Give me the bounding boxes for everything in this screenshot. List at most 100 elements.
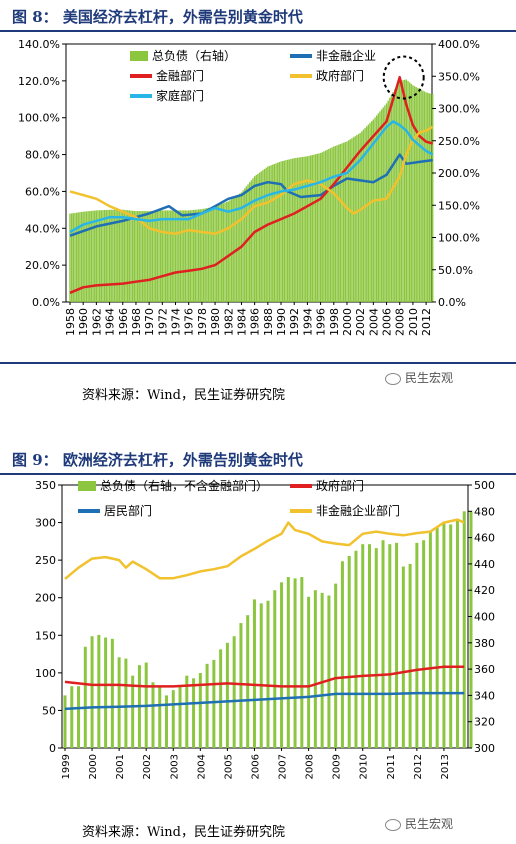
bar [70, 686, 74, 748]
bar [311, 155, 314, 302]
bar [306, 156, 309, 302]
bar [435, 527, 439, 748]
bar [250, 180, 253, 302]
bar [92, 210, 94, 302]
bar [359, 133, 361, 302]
bar [246, 615, 250, 748]
bar [270, 165, 272, 302]
bar [326, 149, 328, 302]
bar [232, 197, 234, 302]
bar [298, 157, 300, 302]
bar [375, 115, 378, 302]
x-tick-label: 1964 [104, 308, 117, 336]
x-tick-label: 1976 [183, 308, 196, 336]
bar [168, 210, 170, 302]
bar [257, 173, 259, 302]
bar [422, 90, 424, 302]
x-tick-label: 1972 [156, 308, 169, 336]
x-tick-label: 2009 [332, 754, 343, 779]
bar [392, 92, 394, 302]
bar [95, 210, 98, 302]
bar [285, 160, 287, 302]
bar [197, 209, 200, 302]
bar [385, 103, 388, 302]
bar [293, 158, 295, 302]
bar [143, 211, 145, 302]
bar [85, 211, 88, 302]
bar [371, 121, 373, 302]
bar [346, 141, 348, 302]
bar [349, 139, 351, 302]
bar [247, 184, 249, 302]
bar [307, 596, 311, 748]
right-tick-label: 50.0% [438, 264, 473, 277]
bar [455, 519, 459, 748]
bar [173, 210, 175, 302]
bar [212, 206, 215, 302]
bar [273, 590, 277, 748]
bar [94, 210, 96, 302]
bar [252, 599, 256, 748]
bar [217, 205, 220, 302]
bar [428, 93, 431, 302]
left-tick-label: 350 [35, 479, 56, 492]
x-tick-label: 1986 [249, 308, 262, 336]
bar [394, 89, 396, 302]
bar [186, 210, 188, 302]
bar [253, 176, 256, 302]
bar [166, 210, 168, 302]
bar [72, 213, 74, 302]
bar [174, 210, 177, 302]
legend-label: 居民部门 [104, 503, 152, 518]
bar [333, 146, 335, 302]
x-tick-label: 2004 [367, 308, 380, 336]
bar [336, 145, 338, 302]
bar [192, 209, 195, 302]
bar [368, 544, 371, 748]
bar [120, 209, 122, 302]
bar [347, 556, 351, 748]
bar [412, 85, 414, 302]
bar [224, 202, 226, 302]
bar [115, 209, 117, 302]
bar [77, 212, 79, 302]
figure-9-source: 资料来源：Wind，民生证券研究院 [82, 825, 285, 840]
bar [313, 590, 317, 748]
left-tick-label: 60.0% [25, 185, 60, 198]
bar [384, 105, 386, 302]
bar [188, 210, 190, 302]
right-tick-label: 420 [474, 584, 495, 597]
x-tick-label: 1990 [275, 308, 288, 336]
x-tick-label: 2011 [386, 754, 397, 779]
bar [201, 209, 203, 302]
bar [117, 657, 121, 748]
bar [372, 119, 375, 302]
bar [70, 213, 73, 302]
bar [324, 150, 327, 302]
bar [415, 542, 419, 748]
bar [356, 135, 358, 302]
bar [225, 202, 228, 302]
bar [125, 210, 127, 302]
bar [425, 92, 427, 302]
bar [288, 159, 290, 302]
bar [402, 80, 404, 302]
bar [432, 94, 434, 302]
right-tick-label: 320 [474, 716, 495, 729]
bar [283, 160, 286, 302]
bar [219, 649, 223, 748]
bar [319, 153, 322, 302]
bar [77, 686, 81, 748]
figure-8-title: 图 8： 美国经济去杠杆，外需告别黄金时代 [12, 8, 303, 26]
left-tick-label: 40.0% [25, 222, 60, 235]
watermark-2: 民生宏观 [385, 815, 453, 832]
bar [90, 636, 94, 748]
bar [449, 524, 453, 748]
bar [80, 211, 83, 302]
x-tick-label: 1994 [301, 308, 314, 336]
bar [361, 131, 363, 302]
bar [260, 171, 262, 302]
bar [145, 211, 147, 302]
bar [138, 211, 140, 302]
bar [344, 142, 347, 302]
